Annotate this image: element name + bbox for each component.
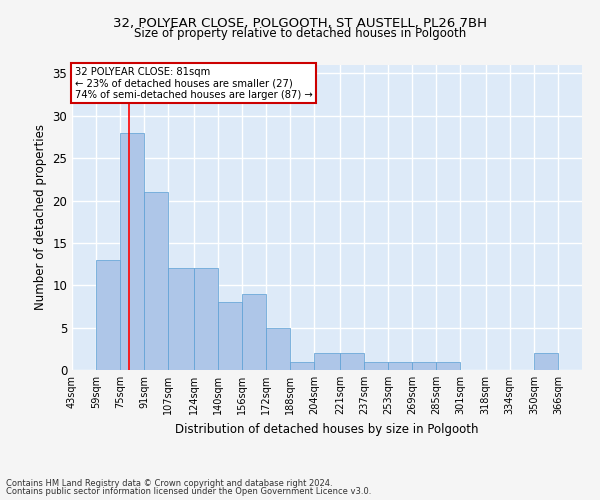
Bar	[290, 362, 314, 370]
Bar	[194, 268, 218, 370]
Bar	[144, 192, 168, 370]
Bar	[242, 294, 266, 370]
Text: Contains public sector information licensed under the Open Government Licence v3: Contains public sector information licen…	[6, 487, 371, 496]
Text: Contains HM Land Registry data © Crown copyright and database right 2024.: Contains HM Land Registry data © Crown c…	[6, 478, 332, 488]
Bar	[266, 328, 290, 370]
Bar	[436, 362, 460, 370]
Bar	[534, 353, 558, 370]
Bar	[96, 260, 120, 370]
Y-axis label: Number of detached properties: Number of detached properties	[34, 124, 47, 310]
Bar	[314, 353, 340, 370]
Bar	[340, 353, 364, 370]
Bar	[412, 362, 436, 370]
Text: 32 POLYEAR CLOSE: 81sqm
← 23% of detached houses are smaller (27)
74% of semi-de: 32 POLYEAR CLOSE: 81sqm ← 23% of detache…	[74, 66, 313, 100]
Text: 32, POLYEAR CLOSE, POLGOOTH, ST AUSTELL, PL26 7BH: 32, POLYEAR CLOSE, POLGOOTH, ST AUSTELL,…	[113, 18, 487, 30]
X-axis label: Distribution of detached houses by size in Polgooth: Distribution of detached houses by size …	[175, 422, 479, 436]
Bar	[120, 133, 144, 370]
Bar	[364, 362, 388, 370]
Text: Size of property relative to detached houses in Polgooth: Size of property relative to detached ho…	[134, 28, 466, 40]
Bar	[388, 362, 412, 370]
Bar	[168, 268, 194, 370]
Bar	[218, 302, 242, 370]
